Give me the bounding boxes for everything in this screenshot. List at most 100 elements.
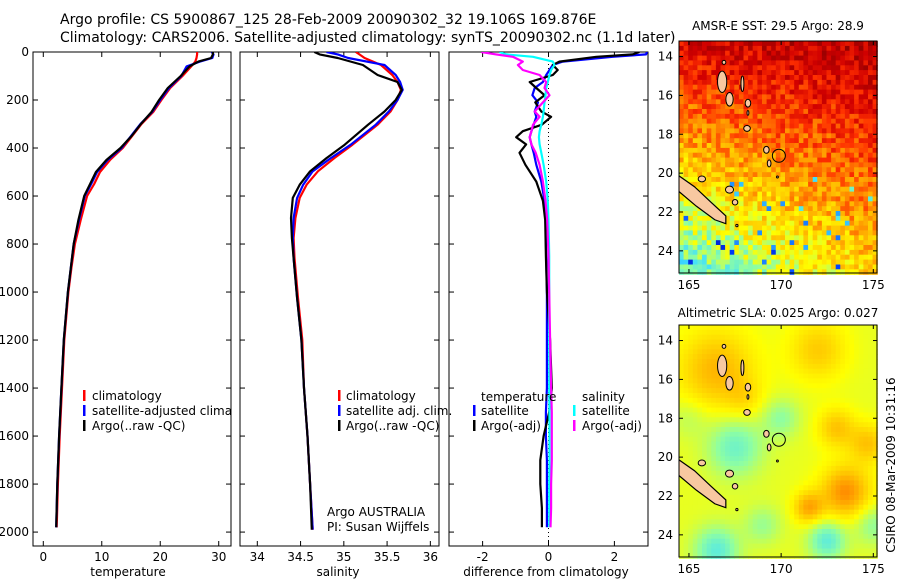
heatmap-cell bbox=[863, 249, 869, 256]
heatmap-cell bbox=[812, 60, 818, 66]
heatmap-cell bbox=[729, 388, 735, 394]
heatmap-cell bbox=[858, 417, 864, 423]
heatmap-cell bbox=[844, 55, 851, 62]
heatmap-cell bbox=[729, 329, 735, 336]
heatmap-cell bbox=[697, 422, 703, 428]
heatmap-cell bbox=[868, 113, 874, 120]
heatmap-cell bbox=[720, 50, 726, 57]
heatmap-cell bbox=[831, 485, 837, 491]
heatmap-cell bbox=[752, 123, 758, 130]
heatmap-cell bbox=[785, 254, 791, 261]
heatmap-cell bbox=[858, 431, 864, 438]
heatmap-cell bbox=[757, 113, 763, 120]
heatmap-cell bbox=[831, 240, 837, 246]
heatmap-cell bbox=[688, 349, 694, 355]
heatmap-cell bbox=[780, 264, 786, 270]
island bbox=[725, 92, 734, 107]
heatmap-cell bbox=[748, 548, 754, 554]
heatmap-cell bbox=[872, 383, 878, 389]
heatmap-cell bbox=[872, 456, 878, 462]
heatmap-cell bbox=[817, 533, 823, 540]
heatmap-cell bbox=[794, 329, 800, 336]
x-tick-label: -2 bbox=[477, 550, 489, 564]
heatmap-cell bbox=[706, 407, 712, 414]
heatmap-cell bbox=[775, 436, 781, 443]
heatmap-cell bbox=[812, 172, 818, 178]
heatmap-cell bbox=[826, 99, 832, 105]
heatmap-cell bbox=[817, 368, 823, 375]
heatmap-cell bbox=[775, 504, 781, 511]
heatmap-cell bbox=[734, 264, 740, 270]
heatmap-cell bbox=[697, 79, 703, 86]
heatmap-cell bbox=[868, 240, 874, 246]
heatmap-cell bbox=[844, 45, 851, 52]
heatmap-cell bbox=[692, 147, 698, 154]
heatmap-cell bbox=[812, 177, 818, 183]
heatmap-cell bbox=[771, 99, 777, 105]
heatmap-cell bbox=[697, 84, 703, 91]
heatmap-cell bbox=[734, 240, 740, 246]
heatmap-cell bbox=[762, 533, 768, 540]
coastline-group bbox=[679, 343, 779, 512]
heatmap-cell bbox=[808, 407, 814, 414]
heatmap-cell bbox=[706, 118, 712, 125]
heatmap-cell bbox=[743, 60, 749, 66]
heatmap-cell bbox=[831, 465, 837, 472]
heatmap-cell bbox=[743, 269, 749, 275]
heatmap-cell bbox=[808, 211, 814, 217]
heatmap-cell bbox=[849, 363, 855, 370]
heatmap-cell bbox=[812, 225, 818, 232]
heatmap-cell bbox=[715, 89, 722, 96]
island bbox=[776, 459, 779, 463]
heatmap-cell bbox=[858, 186, 864, 193]
heatmap-cell bbox=[803, 181, 809, 188]
heatmap-cell bbox=[840, 499, 846, 506]
heatmap-cell bbox=[868, 461, 874, 467]
heatmap-cell bbox=[868, 412, 874, 418]
heatmap-cell bbox=[706, 259, 712, 266]
heatmap-cell bbox=[715, 99, 722, 105]
heatmap-cell bbox=[706, 402, 712, 409]
heatmap-cell bbox=[854, 249, 860, 256]
heatmap-cell bbox=[688, 451, 694, 457]
heatmap-cell bbox=[849, 259, 855, 266]
heatmap-cell bbox=[858, 45, 864, 52]
heatmap-cell bbox=[863, 553, 869, 559]
heatmap-cell bbox=[803, 543, 809, 550]
heatmap-cell bbox=[679, 548, 685, 554]
heatmap-cell bbox=[808, 177, 814, 183]
heatmap-cell bbox=[789, 412, 795, 418]
heatmap-cell bbox=[748, 75, 754, 81]
heatmap-cell bbox=[808, 368, 814, 375]
heatmap-cell bbox=[752, 269, 758, 275]
heatmap-cell bbox=[868, 162, 874, 168]
heatmap-cell bbox=[863, 446, 869, 452]
heatmap-cell bbox=[817, 84, 823, 91]
heatmap-cell bbox=[785, 407, 791, 414]
heatmap-cell bbox=[683, 388, 689, 394]
heatmap-cell bbox=[808, 152, 814, 159]
heatmap-cell bbox=[821, 162, 828, 168]
heatmap-cell bbox=[702, 225, 708, 232]
heatmap-cell bbox=[706, 470, 712, 477]
heatmap-cell bbox=[840, 475, 846, 482]
heatmap-cell bbox=[706, 162, 712, 168]
heatmap-cell bbox=[748, 65, 754, 71]
heatmap-cell bbox=[872, 157, 878, 164]
heatmap-cell bbox=[711, 480, 717, 486]
heatmap-cell bbox=[688, 359, 694, 365]
heatmap-cell bbox=[692, 70, 698, 76]
heatmap-cell bbox=[734, 99, 740, 105]
heatmap-cell bbox=[858, 509, 864, 516]
salinity-legend: climatology satellite adj. clim. Argo(..… bbox=[327, 389, 452, 534]
heatmap-cell bbox=[738, 548, 745, 554]
heatmap-cell bbox=[692, 519, 698, 525]
heatmap-cell bbox=[743, 113, 749, 120]
heatmap-cell bbox=[720, 249, 726, 256]
heatmap-cell bbox=[729, 245, 735, 251]
heatmap-cell bbox=[706, 215, 712, 222]
heatmap-cell bbox=[803, 162, 809, 168]
heatmap-cell bbox=[785, 397, 791, 404]
heatmap-cell bbox=[775, 339, 781, 346]
